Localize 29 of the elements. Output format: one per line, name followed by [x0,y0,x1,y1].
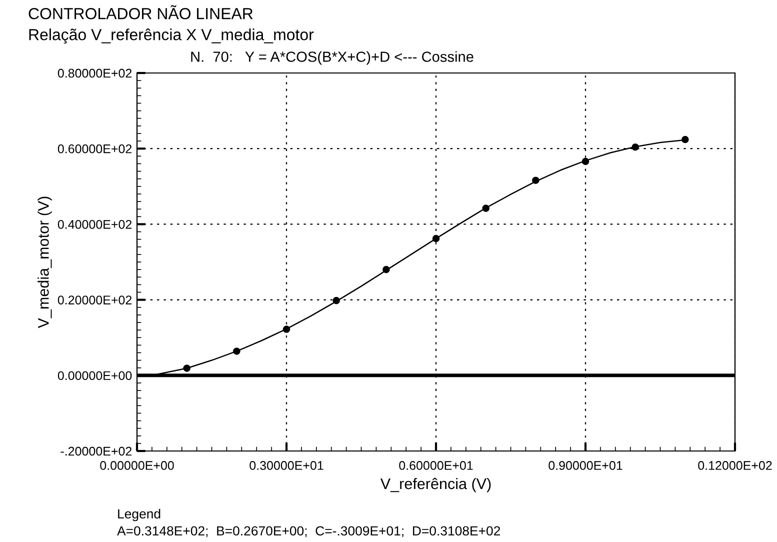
chart-title: CONTROLADOR NÃO LINEAR [28,5,253,20]
x-tick-label: 0.30000E+01 [250,461,324,470]
y-tick-label: 0.40000E+02 [58,220,132,229]
y-tick-label: 0.00000E+00 [58,371,132,380]
x-tick-label: 0.60000E+01 [399,461,473,470]
x-tick-label: 0.90000E+01 [548,461,622,470]
text: Legend [118,508,160,522]
point [432,234,440,242]
point [482,204,490,212]
text: A=0.3148E+02; B=0.2670E+00; C=-.3009E+01; D=0.3108E+02 [117,526,500,538]
point [632,143,639,151]
point [532,176,540,184]
point [233,348,240,355]
y-tick-label: 0.60000E+02 [58,144,132,154]
point [282,326,290,333]
y-axis-title: V_media_motor (V) [38,196,52,328]
point [682,136,689,144]
x-tick-label: 0.00000E+00 [100,461,174,470]
chart-subtitle: Relação V_referência X V_media_motor [29,28,314,44]
y-tick-label: 0.80000E+02 [58,68,132,78]
y-tick-label: -.20000E+02 [60,446,132,456]
point [332,296,340,304]
point [183,364,190,372]
point [382,266,390,274]
x-tick-label: 0.12000E+02 [698,461,772,470]
point [582,158,590,166]
x-axis-title: V_referência (V) [380,478,491,492]
text: N. 70: Y = A*COS(B*X+C)+D <--- Cossine [191,51,474,65]
y-tick-label: 0.20000E+02 [58,296,132,304]
